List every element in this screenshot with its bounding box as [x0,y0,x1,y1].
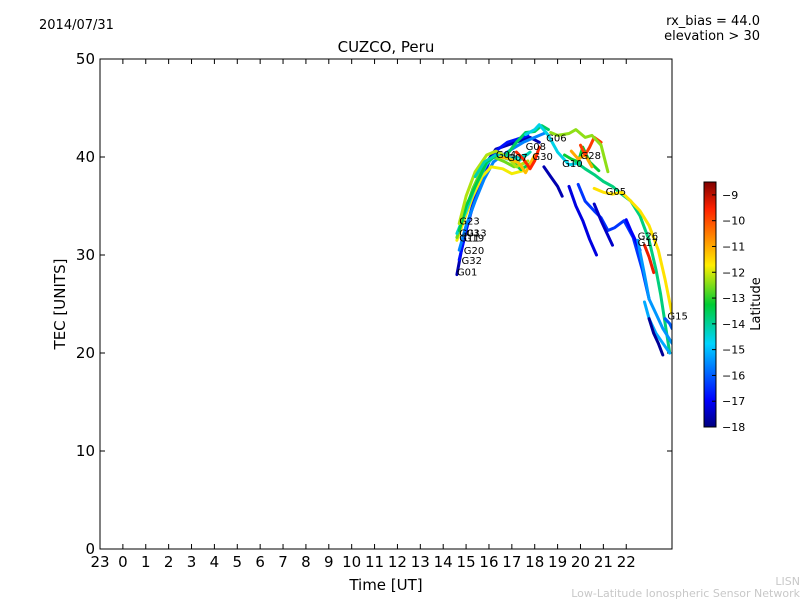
chart-title: CUZCO, Peru [338,38,435,56]
series-line-g08 [514,145,541,171]
x-axis: 23 0 1 2 3 4 5 6 7 8 9 10 11 12 13 14 15 16 17 18 19 20 21 22 [90,59,636,571]
series-annotation: G06 [546,133,566,144]
y-axis: 0 10 20 30 40 50 [76,50,672,558]
x-tick-label: 12 [388,553,407,571]
y-tick-label: 10 [76,442,95,460]
series-annotation: G23 [459,217,479,228]
x-tick-label: 22 [617,553,636,571]
colorbar: −9 −10 −11 −12 −13 −14 −15 −16 −17 −18 Latitude [703,181,764,434]
colorbar-ticks: −9 −10 −11 −12 −13 −14 −15 −16 −17 −18 [712,189,745,434]
colorbar-tick-label: −11 [722,240,745,253]
colorbar-tick-label: −13 [722,292,745,305]
series-annotation: G04 [496,150,516,161]
plot-frame [99,58,673,550]
series-line-g06 [524,123,582,167]
credit: LISN Low-Latitude Ionospheric Sensor Net… [571,576,800,600]
series-line-g16 [592,202,614,247]
bias-info: rx_bias = 44.0 elevation > 30 [664,14,760,44]
colorbar-label: Latitude [749,277,764,331]
x-tick-label: 14 [434,553,453,571]
series-line-g25 [647,317,665,357]
series-line-g22 [643,300,672,355]
y-tick-label: 20 [76,344,95,362]
series-line-g02 [576,182,651,301]
colorbar-tick-label: −12 [722,266,745,279]
y-tick-label: 30 [76,246,95,264]
series-line-g15 [663,317,672,330]
x-tick-label: 7 [278,553,288,571]
series-line-g23 [457,149,530,226]
x-tick-label: 8 [301,553,311,571]
y-axis-label: TEC [UNITS] [51,259,69,351]
colorbar-tick-label: −17 [722,395,745,408]
x-tick-label: 18 [525,553,544,571]
colorbar-gradient [703,181,717,428]
x-tick-label: 19 [548,553,567,571]
series-annotation: G28 [580,151,600,162]
x-tick-label: 0 [118,553,128,571]
rx-bias-label: rx_bias = 44.0 [666,14,760,29]
x-tick-label: 10 [342,553,361,571]
series-annotation: G26 [638,231,658,242]
series-annotation: G19 [464,233,484,244]
colorbar-tick-label: −15 [722,344,745,357]
x-tick-label: 5 [233,553,243,571]
y-tick-label: 50 [76,50,95,68]
series-annotation: G20 [464,246,484,257]
colorbar-tick-label: −18 [722,421,745,434]
x-tick-label: 9 [324,553,334,571]
x-tick-label: 3 [187,553,197,571]
x-tick-label: 4 [210,553,220,571]
colorbar-tick-label: −16 [722,369,745,382]
colorbar-tick-label: −14 [722,318,745,331]
credit-network: Low-Latitude Ionospheric Sensor Network [571,587,800,600]
series-annotation: G05 [606,187,626,198]
series-annotation: G01 [457,268,477,279]
x-tick-label: 1 [141,553,151,571]
series-line-g24 [542,165,564,198]
y-tick-label: 0 [85,540,95,558]
date-label: 2014/07/31 [39,18,114,33]
series-annotation: G15 [667,312,687,323]
x-tick-label: 15 [457,553,476,571]
series-annotation: G03 [459,228,479,239]
x-tick-label: 21 [594,553,613,571]
elevation-label: elevation > 30 [664,29,760,44]
series-annotation: G17 [638,238,658,249]
series-annotation: G11 [459,233,479,244]
x-tick-label: 17 [502,553,521,571]
x-tick-label: 16 [479,553,498,571]
x-tick-label: 11 [365,553,384,571]
x-tick-label: 2 [164,553,174,571]
series-annotation: G08 [526,142,546,153]
series-line-g17 [643,243,656,275]
x-tick-label: 23 [90,553,109,571]
x-tick-label: 13 [411,553,430,571]
series-line-g14 [567,184,598,257]
series-layer [455,123,672,357]
series-annotation: G07 [507,153,527,164]
series-annotation: G10 [562,159,582,170]
series-line-g26 [636,238,672,345]
credit-lisn: LISN [775,575,800,588]
series-annotation: G13 [466,228,486,239]
x-tick-label: 6 [255,553,265,571]
series-line-g09 [549,128,610,174]
colorbar-tick-label: −10 [722,215,745,228]
series-line-g05b [592,186,672,316]
series-annotation: G32 [462,256,482,267]
y-tick-label: 40 [76,148,95,166]
x-axis-label: Time [UT] [348,576,422,594]
series-annotation: G30 [532,152,552,163]
series-line-g28 [569,149,594,169]
colorbar-tick-label: −9 [722,189,738,202]
x-tick-label: 20 [571,553,590,571]
